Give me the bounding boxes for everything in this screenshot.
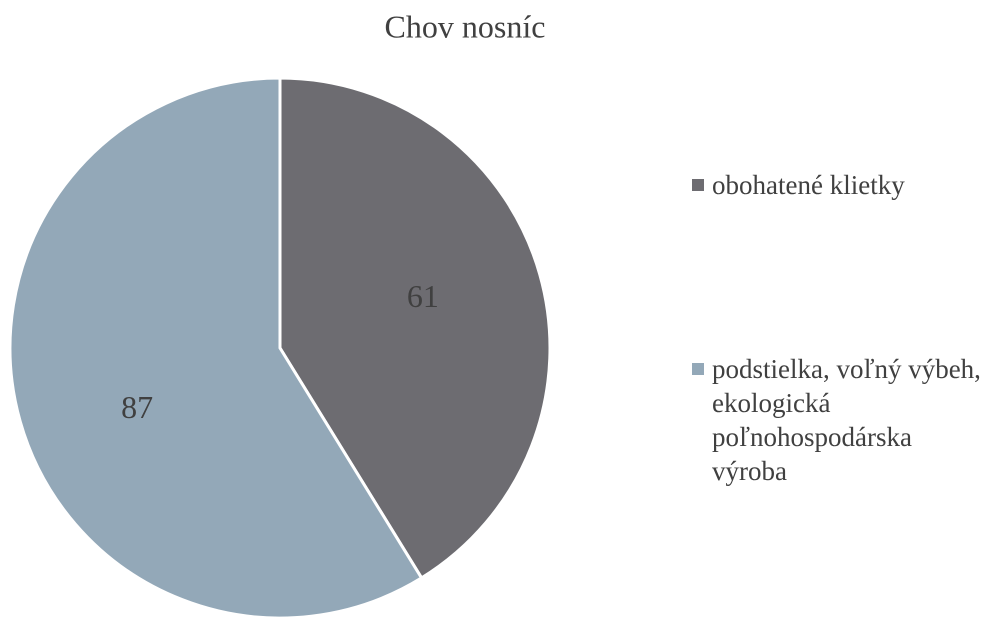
legend-item: podstielka, voľný výbeh, ekologická poľn…: [692, 352, 987, 488]
page: Chov nosníc 61 87 obohatené klietky podsti…: [8, 8, 981, 619]
data-label: 87: [121, 389, 153, 425]
pie-slice: [278, 76, 552, 580]
chart-title: Chov nosníc: [385, 8, 546, 44]
pie-slice: [8, 76, 424, 619]
legend-swatch: [692, 179, 704, 191]
legend: obohatené klietky podstielka, voľný výbeh…: [692, 168, 987, 638]
legend-item: obohatené klietky: [692, 168, 987, 202]
data-label: 61: [407, 278, 439, 314]
chart: Chov nosníc 61 87: [8, 8, 552, 619]
legend-swatch: [692, 363, 704, 375]
legend-label: obohatené klietky: [712, 170, 905, 200]
legend-label: podstielka, voľný výbeh, ekologická poľn…: [712, 354, 981, 486]
